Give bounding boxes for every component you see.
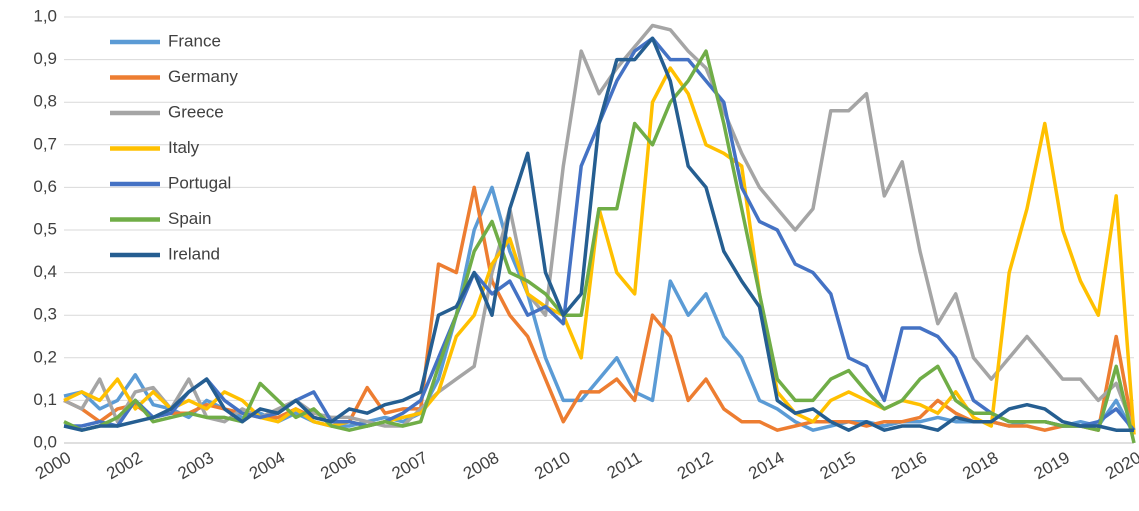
series-line xyxy=(63,36,1134,432)
series-line xyxy=(64,36,1136,432)
x-tick-label: 2002 xyxy=(103,448,145,483)
y-tick-label: 0,9 xyxy=(33,49,57,68)
y-tick-label: 0,8 xyxy=(33,92,57,111)
x-tick-label: 2016 xyxy=(888,448,930,483)
x-tick-label: 2010 xyxy=(531,448,573,483)
x-tick-label: 2014 xyxy=(745,448,787,483)
y-tick-label: 0,0 xyxy=(33,432,57,451)
series-line xyxy=(63,185,1136,436)
x-tick-label: 2019 xyxy=(1031,448,1073,483)
y-tick-label: 0,1 xyxy=(33,390,57,409)
x-tick-label: 2004 xyxy=(246,448,288,483)
x-tick-label: 2008 xyxy=(460,448,502,483)
x-tick-label: 2011 xyxy=(604,448,645,483)
x-tick-label: 2012 xyxy=(674,448,716,483)
y-tick-label: 1,0 xyxy=(33,6,57,25)
y-tick-label: 0,2 xyxy=(33,347,57,366)
y-tick-label: 0,6 xyxy=(33,177,57,196)
legend-label: Greece xyxy=(168,102,224,121)
x-tick-label: 2020 xyxy=(1102,448,1139,483)
legend-label: Italy xyxy=(168,138,200,157)
legend-label: France xyxy=(168,31,221,50)
legend-label: Spain xyxy=(168,209,211,228)
x-tick-label: 2007 xyxy=(389,448,431,483)
x-tick-label: 2018 xyxy=(959,448,1001,483)
y-tick-label: 0,5 xyxy=(33,219,57,238)
y-tick-label: 0,7 xyxy=(33,134,57,153)
legend-label: Germany xyxy=(168,67,238,86)
series-line xyxy=(63,49,1136,444)
y-tick-label: 0,4 xyxy=(33,262,57,281)
legend-label: Portugal xyxy=(168,173,231,192)
x-tick-label: 2000 xyxy=(32,448,74,483)
x-tick-label: 2015 xyxy=(817,448,859,483)
x-tick-label: 2006 xyxy=(317,448,359,483)
y-tick-label: 0,3 xyxy=(33,305,57,324)
series-line xyxy=(63,23,1136,431)
legend-label: Ireland xyxy=(168,244,220,263)
x-tick-label: 2003 xyxy=(175,448,217,483)
